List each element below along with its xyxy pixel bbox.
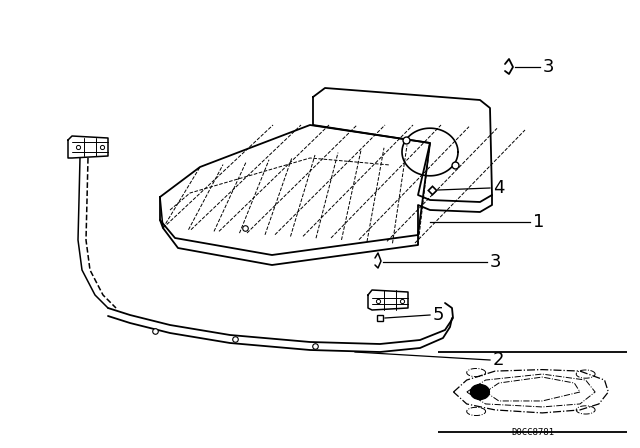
Text: 1: 1 [533, 213, 545, 231]
Text: 4: 4 [493, 179, 504, 197]
Text: 2: 2 [493, 351, 504, 369]
Circle shape [470, 384, 490, 400]
Text: 3: 3 [543, 58, 554, 76]
Text: 5: 5 [433, 306, 445, 324]
Text: D0CC8781: D0CC8781 [511, 428, 554, 437]
Text: 3: 3 [490, 253, 502, 271]
